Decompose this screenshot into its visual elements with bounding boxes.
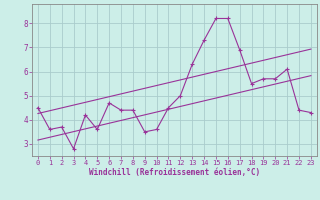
X-axis label: Windchill (Refroidissement éolien,°C): Windchill (Refroidissement éolien,°C) <box>89 168 260 177</box>
